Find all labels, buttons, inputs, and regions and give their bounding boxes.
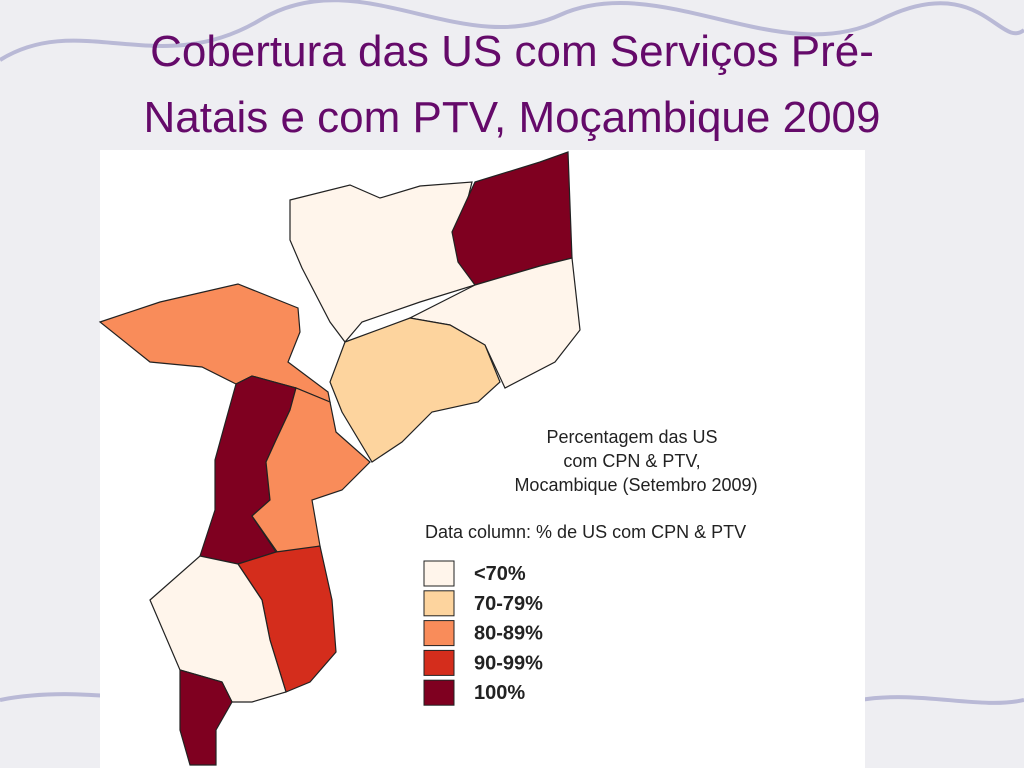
legend-label: 70-79% [474,593,543,615]
region [98,283,331,403]
data-column-label: Data column: % de US com CPN & PTV [425,522,746,542]
legend-label: 100% [474,682,525,704]
legend-swatch [423,590,455,617]
legend-swatch [423,620,455,647]
legend-label: 90-99% [474,652,543,674]
legend-label: 80-89% [474,623,543,645]
slide-title: Cobertura das US com Serviços Pré- [150,27,874,76]
region [289,181,476,343]
region [179,669,233,766]
legend-swatch [423,560,455,587]
legend-swatch [423,649,455,676]
map-title: com CPN & PTV, [563,451,700,471]
map-title: Percentagem das US [546,427,717,447]
map-title: Mocambique (Setembro 2009) [514,475,757,495]
legend-label: <70% [474,563,526,585]
legend-swatch [423,679,455,706]
map [98,151,581,766]
region [329,317,501,463]
slide-title: Natais e com PTV, Moçambique 2009 [144,93,881,142]
legend: <70% 70-79% 80-89% 90-99% 100% [423,560,543,706]
